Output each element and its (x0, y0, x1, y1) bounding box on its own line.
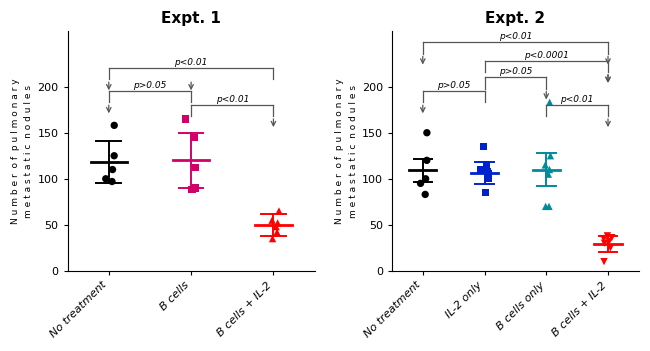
Point (545, 100, 555, 105)
Title: Expt. 2: Expt. 2 (486, 11, 545, 26)
Point (482, 168, 493, 174)
Point (109, 153, 120, 159)
Text: p>0.05: p>0.05 (499, 67, 532, 76)
Point (187, 187, 198, 193)
Point (272, 229, 282, 235)
Point (415, 180, 426, 186)
Point (599, 259, 609, 264)
Point (190, 185, 201, 191)
Point (109, 122, 120, 128)
Point (481, 162, 491, 168)
Text: p<0.01: p<0.01 (216, 95, 249, 104)
Point (107, 167, 118, 172)
Text: p<0.01: p<0.01 (499, 32, 532, 41)
Point (475, 167, 486, 172)
Point (272, 220, 283, 226)
Point (267, 236, 278, 241)
Point (422, 158, 432, 163)
Point (544, 167, 554, 172)
Point (483, 176, 493, 181)
Point (543, 171, 554, 177)
Point (599, 240, 610, 246)
Point (478, 144, 489, 149)
Text: p<0.0001: p<0.0001 (524, 51, 569, 60)
Point (107, 179, 117, 184)
Point (101, 176, 111, 181)
Point (544, 204, 554, 209)
Point (274, 208, 284, 214)
Point (422, 130, 432, 135)
Point (602, 233, 612, 239)
Y-axis label: N u m b e r  o f  p u l m o n a r y
m e t a s t a t i c  n o d u l e s: N u m b e r o f p u l m o n a r y m e t … (11, 78, 33, 224)
Point (599, 236, 609, 241)
Point (190, 134, 200, 140)
Title: Expt. 1: Expt. 1 (161, 11, 221, 26)
Text: p<0.01: p<0.01 (174, 58, 208, 67)
Point (190, 165, 201, 171)
Text: p>0.05: p>0.05 (133, 81, 166, 90)
Point (421, 176, 431, 181)
Point (604, 239, 614, 244)
Point (545, 153, 556, 159)
Point (181, 116, 191, 122)
Point (271, 224, 281, 230)
Point (606, 235, 617, 240)
Point (267, 217, 278, 223)
Point (540, 162, 551, 168)
Point (540, 204, 551, 209)
Point (420, 192, 430, 197)
Point (483, 171, 493, 177)
Point (480, 190, 491, 196)
Text: p>0.05: p>0.05 (437, 81, 471, 90)
Y-axis label: N u m b e r  o f  p u l m o n a r y
m e t a s t a t i c  n o d u l e s: N u m b e r o f p u l m o n a r y m e t … (335, 78, 358, 224)
Point (605, 245, 616, 251)
Text: p<0.01: p<0.01 (560, 95, 594, 104)
